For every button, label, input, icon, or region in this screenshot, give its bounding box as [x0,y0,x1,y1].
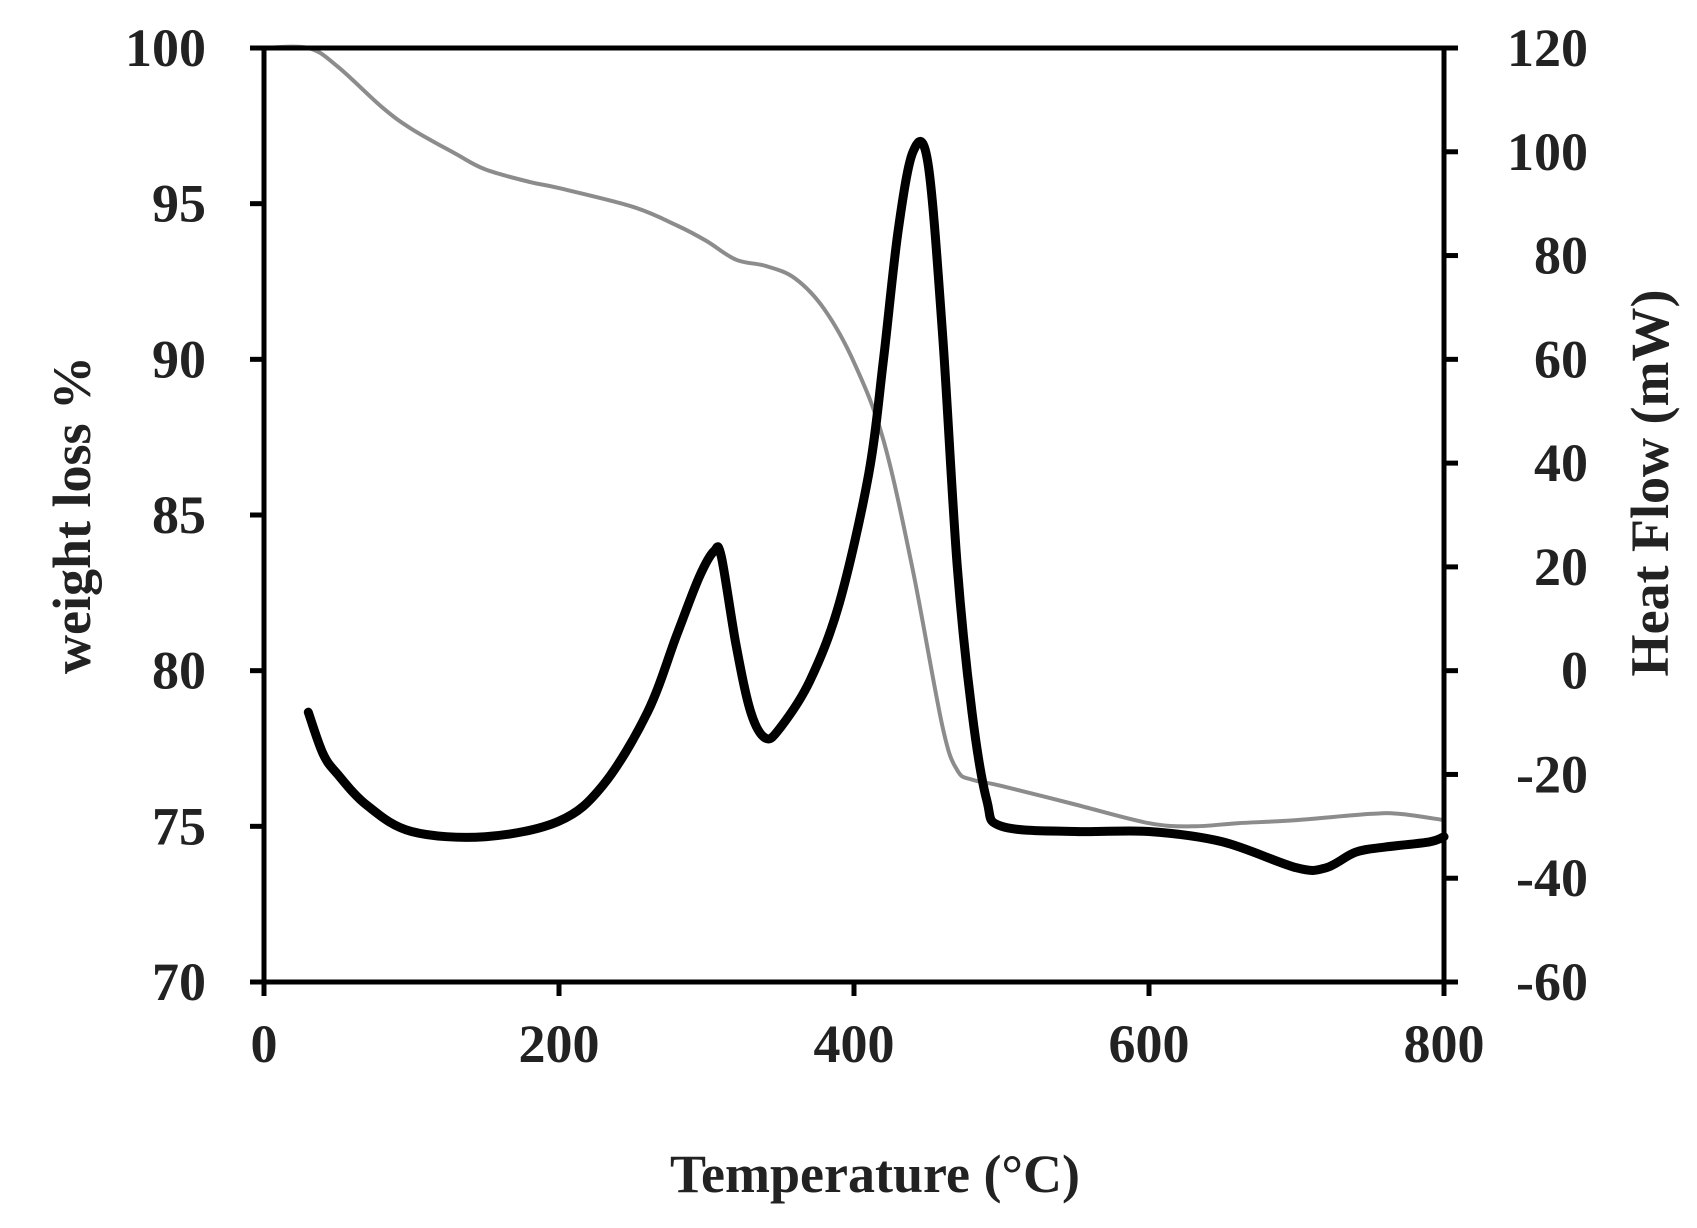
right-y-tick-label: -20 [1516,744,1588,804]
left-y-tick-label: 100 [125,18,206,78]
left-y-axis-title: weight loss % [42,356,102,674]
x-axis-title: Temperature (°C) [670,1144,1080,1204]
left-y-tick-label: 75 [152,796,206,856]
left-y-tick-label: 90 [152,329,206,389]
right-y-tick-label: 100 [1507,122,1588,182]
right-y-tick-label: 0 [1561,641,1588,701]
heat-flow-line [303,136,1449,875]
left-y-tick-label: 95 [152,174,206,234]
right-y-tick-label: 60 [1534,329,1588,389]
x-tick-label: 800 [1404,1014,1485,1074]
x-tick-label: 600 [1109,1014,1190,1074]
right-y-tick-label: 80 [1534,226,1588,286]
weight-loss-line [262,44,1446,829]
x-tick-label: 400 [814,1014,895,1074]
left-y-tick-label: 85 [152,485,206,545]
ticks-layer: 0 200 400 600 800 70 75 80 85 90 95 100 -60 -40 -20 0 20… [125,18,1588,1074]
right-y-tick-label: 120 [1507,18,1588,78]
right-y-tick-label: -60 [1516,952,1588,1012]
axes-layer [261,45,1447,985]
series-layer [262,44,1449,875]
right-y-tick-label: 40 [1534,433,1588,493]
right-y-tick-label: -40 [1516,848,1588,908]
right-y-axis-title: Heat Flow (mW) [1620,290,1680,677]
x-tick-label: 0 [251,1014,278,1074]
left-y-tick-label: 80 [152,641,206,701]
x-tick-label: 200 [519,1014,600,1074]
left-y-tick-label: 70 [152,952,206,1012]
right-y-tick-label: 20 [1534,537,1588,597]
